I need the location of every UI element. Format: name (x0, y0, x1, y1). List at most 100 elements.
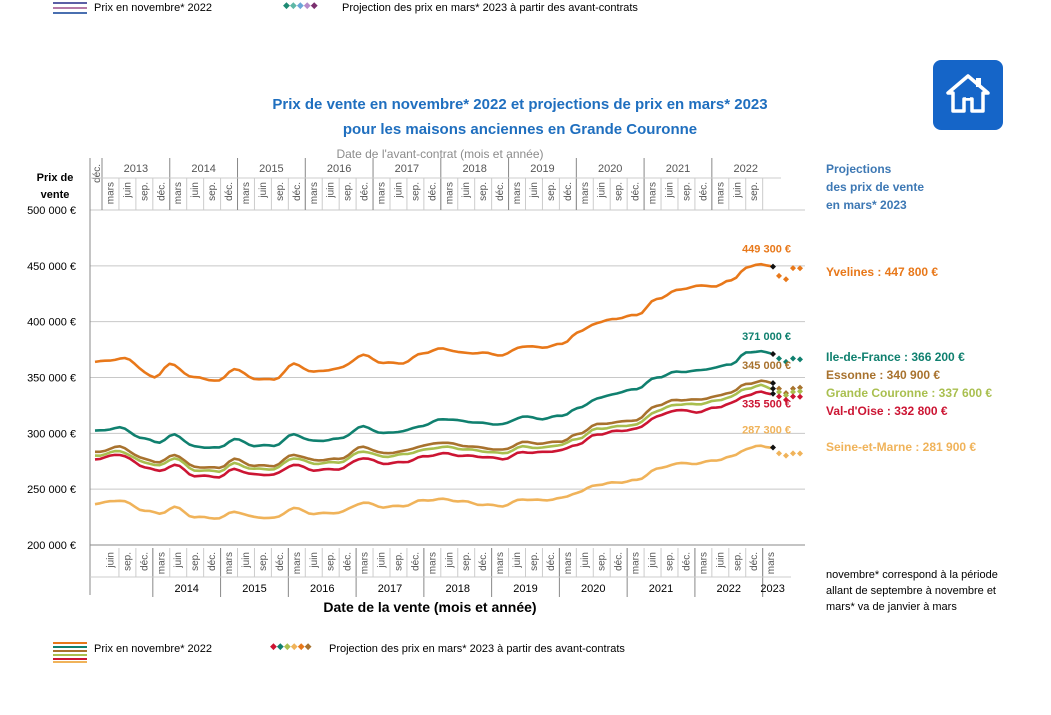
bottom-month-label: mars (360, 552, 371, 574)
bottom-month-label: sep. (326, 552, 337, 571)
last-value-label-essonne: 345 000 € (742, 360, 791, 372)
legend-projection-label-bottom: Projection des prix en mars* 2023 à part… (329, 643, 625, 655)
projection-marker-sem (797, 450, 803, 457)
bottom-year-label: 2023 (760, 583, 784, 595)
bottom-month-label: mars (563, 552, 574, 574)
projection-marker-yvelines (776, 272, 782, 279)
bottom-month-label: déc. (478, 552, 489, 571)
top-month-label: déc. (427, 182, 438, 201)
last-point-marker (770, 263, 776, 270)
projection-label-essonne: Essonne : 340 900 € (826, 368, 941, 382)
top-month-label: déc. (495, 182, 506, 201)
bottom-month-label: mars (427, 552, 438, 574)
last-value-label-sem: 287 300 € (742, 425, 791, 437)
projection-marker-yvelines (797, 265, 803, 272)
projection-marker-gc (783, 392, 789, 399)
bottom-month-label: juin (241, 552, 252, 569)
last-value-label-yvelines: 449 300 € (742, 244, 791, 256)
bottom-month-label: sep. (393, 552, 404, 571)
legend-price-swatch-bottom (53, 642, 87, 663)
bottom-year-label: 2020 (581, 583, 605, 595)
bottom-month-label: juin (105, 552, 116, 569)
bottom-year-label: 2015 (242, 583, 266, 595)
top-month-label: juin (122, 182, 133, 199)
last-point-marker (770, 351, 776, 358)
top-month-label: sep. (749, 182, 760, 201)
projection-label-idf: Ile-de-France : 366 200 € (826, 350, 965, 364)
bottom-month-label: juin (444, 552, 455, 569)
bottom-month-label: déc. (546, 552, 557, 571)
legend-top: Prix en novembre* 2022 ◆◆◆◆◆ Projection … (0, 0, 700, 16)
bottom-month-label: mars (292, 552, 303, 574)
top-month-label: juin (665, 182, 676, 199)
top-month-label: sep. (546, 182, 557, 201)
y-tick-label: 350 000 € (27, 373, 76, 385)
top-month-label: juin (258, 182, 269, 199)
projection-heading: Projections des prix de vente en mars* 2… (826, 160, 924, 214)
last-point-marker (770, 385, 776, 392)
top-year-label: 2013 (124, 163, 148, 175)
projection-marker-yvelines (790, 265, 796, 272)
bottom-year-label: 2018 (446, 583, 470, 595)
top-month-label: mars (648, 182, 659, 204)
projection-marker-essonne (776, 385, 782, 392)
y-tick-label: 400 000 € (27, 317, 76, 329)
projection-label-gc: Grande Couronne : 337 600 € (826, 386, 993, 400)
bottom-month-label: sep. (597, 552, 608, 571)
top-year-label: 2016 (327, 163, 351, 175)
y-tick-label: 200 000 € (27, 540, 76, 552)
projection-marker-essonne (797, 384, 803, 391)
top-month-label: sep. (275, 182, 286, 201)
top-month-label: déc. (224, 182, 235, 201)
bottom-year-label: 2021 (649, 583, 673, 595)
y-tick-label: 250 000 € (27, 484, 76, 496)
top-month-label: sep. (410, 182, 421, 201)
top-month-label: mars (715, 182, 726, 204)
projection-heading-line-1: Projections (826, 162, 892, 176)
top-year-label: 2019 (530, 163, 554, 175)
top-month-label: juin (393, 182, 404, 199)
bottom-month-label: sep. (732, 552, 743, 571)
projection-marker-yvelines (783, 276, 789, 283)
home-button[interactable] (933, 60, 1003, 130)
top-year-label: 2022 (733, 163, 757, 175)
legend-projection-label-top: Projection des prix en mars* 2023 à part… (342, 2, 638, 14)
top-month-label: sep. (478, 182, 489, 201)
bottom-month-label: déc. (614, 552, 625, 571)
bottom-month-label: sep. (665, 552, 676, 571)
value-labels: 449 300 € 371 000 € 345 000 € 335 500 € 287 … (742, 244, 791, 437)
series-line-idf (94, 349, 772, 450)
top-month-label: mars (377, 182, 388, 204)
projection-markers (770, 263, 803, 459)
bottom-month-label: sep. (122, 552, 133, 571)
projection-marker-vo (790, 393, 796, 400)
bottom-month-label: juin (377, 552, 388, 569)
projection-label-vo: Val-d'Oise : 332 800 € (826, 404, 948, 418)
bottom-month-label: déc. (681, 552, 692, 571)
bottom-month-label: mars (156, 552, 167, 574)
top-month-label: sep. (343, 182, 354, 201)
x-axis-title: Date de la vente (mois et année) (323, 599, 537, 615)
top-month-label: déc. (92, 164, 103, 183)
top-month-label: déc. (360, 182, 371, 201)
bottom-year-label: 2019 (513, 583, 537, 595)
bottom-month-label: mars (631, 552, 642, 574)
bottom-year-label: 2014 (174, 583, 198, 595)
top-month-label: sep. (681, 182, 692, 201)
legend-bottom: Prix en novembre* 2022 ◆◆◆◆◆◆ Projection… (0, 640, 700, 663)
top-year-label: 2020 (598, 163, 622, 175)
projection-marker-idf (790, 355, 796, 362)
top-month-label: mars (105, 182, 116, 204)
top-month-label: déc. (698, 182, 709, 201)
top-year-label: 2018 (462, 163, 486, 175)
top-month-label: mars (309, 182, 320, 204)
bottom-month-label: mars (495, 552, 506, 574)
projection-label-sem: Seine-et-Marne : 281 900 € (826, 440, 977, 454)
top-month-label: déc. (292, 182, 303, 201)
projection-marker-gc (776, 389, 782, 396)
projection-marker-idf (797, 356, 803, 363)
bottom-month-label: déc. (410, 552, 421, 571)
bottom-month-label: juin (512, 552, 523, 569)
series-lines (94, 262, 772, 520)
